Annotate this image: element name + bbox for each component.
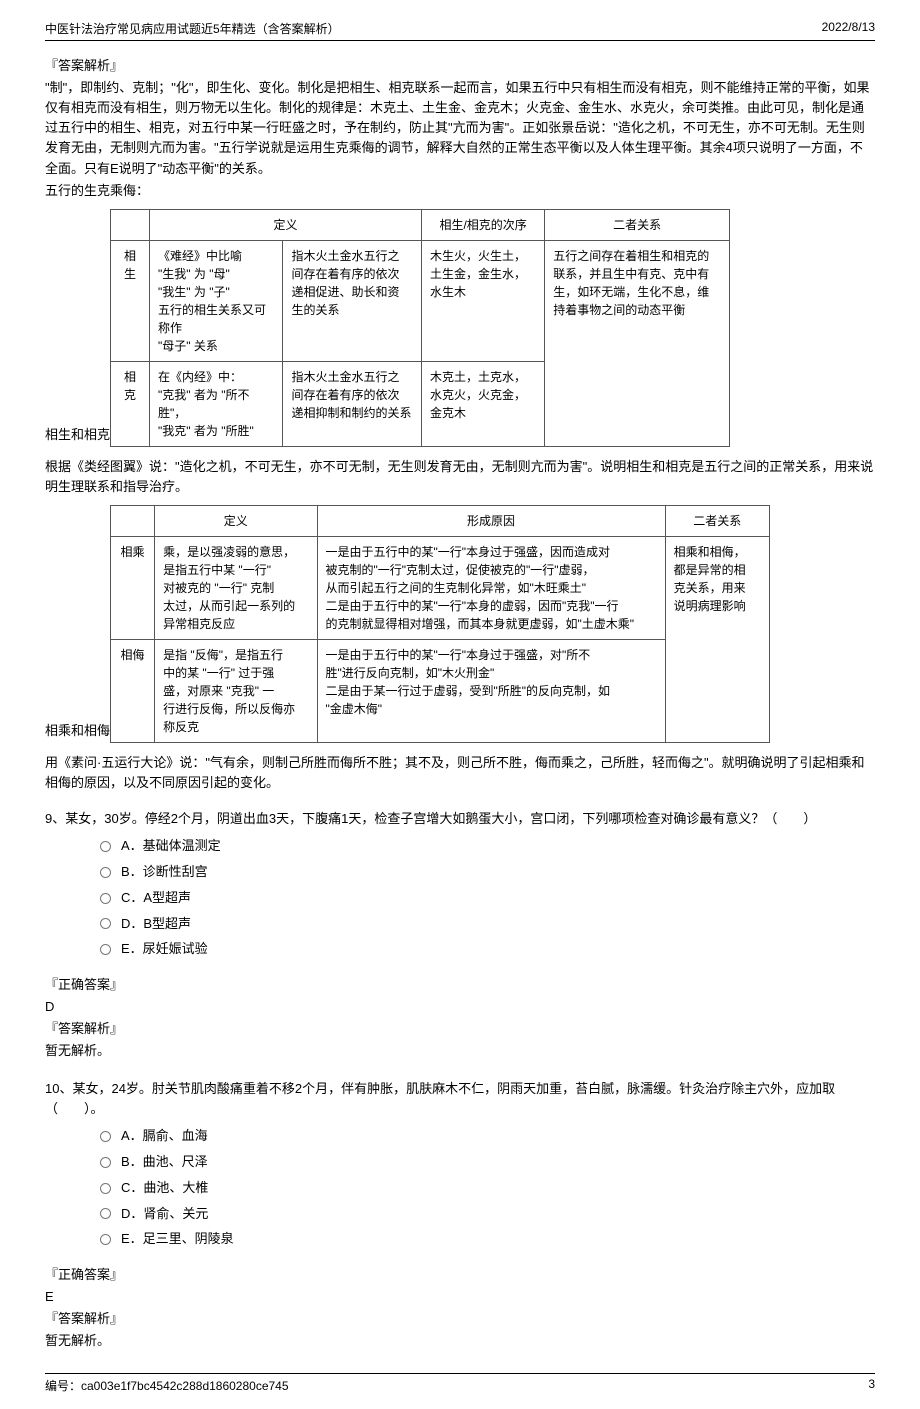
q10-opt-a[interactable]: A．膈俞、血海 xyxy=(100,1126,875,1147)
t2h1: 定义 xyxy=(155,506,317,537)
radio-icon xyxy=(100,1208,111,1219)
radio-icon xyxy=(100,1183,111,1194)
q9-opt-b[interactable]: B．诊断性刮宫 xyxy=(100,862,875,883)
q10-opt-d[interactable]: D．肾俞、关元 xyxy=(100,1204,875,1225)
radio-icon xyxy=(100,944,111,955)
q9-answer: D xyxy=(45,996,875,1018)
paragraph-4: 用《素问·五运行大论》说："气有余，则制己所胜而侮所不胜；其不及，则己所不胜，侮… xyxy=(45,753,875,793)
doc-title: 中医针法治疗常见病应用试题近5年精选（含答案解析） xyxy=(45,20,340,37)
t2r2c2: 一是由于五行中的某"一行"本身过于强盛，对"所不胜"进行反向克制，如"木火刑金"… xyxy=(317,640,665,743)
t2r2c1: 是指 "反侮"，是指五行中的某 "一行" 过于强盛，对原来 "克我" 一行进行反… xyxy=(155,640,317,743)
t2h3: 二者关系 xyxy=(665,506,769,537)
q10-stem: 10、某女，24岁。肘关节肌肉酸痛重着不移2个月，伴有肿胀，肌肤麻木不仁，阴雨天… xyxy=(45,1079,875,1121)
t1h3: 相生/相克的次序 xyxy=(422,209,545,240)
radio-icon xyxy=(100,1234,111,1245)
q10-answer: E xyxy=(45,1286,875,1308)
q10-opt-b[interactable]: B．曲池、尺泽 xyxy=(100,1152,875,1173)
question-10: 10、某女，24岁。肘关节肌肉酸痛重着不移2个月，伴有肿胀，肌肤麻木不仁，阴雨天… xyxy=(45,1079,875,1251)
q9-opt-d-label: D．B型超声 xyxy=(121,914,191,935)
table-shengke: 定义 相生/相克的次序 二者关系 相生 《难经》中比喻"生我" 为 "母""我生… xyxy=(110,209,730,447)
q9-opt-e[interactable]: E．尿妊娠试验 xyxy=(100,939,875,960)
q9-opt-e-label: E．尿妊娠试验 xyxy=(121,939,208,960)
q9-opt-d[interactable]: D．B型超声 xyxy=(100,914,875,935)
t1r1c2: 指木火土金水五行之间存在着有序的依次递相促进、助长和资生的关系 xyxy=(283,240,422,361)
table-chengwu: 定义 形成原因 二者关系 相乘 乘，是以强凌弱的意思，是指五行中某 "一行"对被… xyxy=(110,505,770,743)
radio-icon xyxy=(100,867,111,878)
q9-answer-block: 『正确答案』 D 『答案解析』 暂无解析。 xyxy=(45,974,875,1062)
t1h0 xyxy=(111,209,150,240)
q10-opt-e-label: E．足三里、阴陵泉 xyxy=(121,1229,234,1250)
q9-stem: 9、某女，30岁。停经2个月，阴道出血3天，下腹痛1天，检查子宫增大如鹅蛋大小，… xyxy=(45,809,875,830)
q9-opt-a[interactable]: A．基础体温测定 xyxy=(100,836,875,857)
t2r1c2: 一是由于五行中的某"一行"本身过于强盛，因而造成对被克制的"一行"克制太过，促使… xyxy=(317,537,665,640)
table2-caption: 相乘和相侮 xyxy=(45,720,110,743)
correct-label: 『正确答案』 xyxy=(45,1264,875,1286)
t1r1c1: 《难经》中比喻"生我" 为 "母""我生" 为 "子"五行的相生关系又可称作"母… xyxy=(150,240,283,361)
q9-opt-c-label: C．A型超声 xyxy=(121,888,191,909)
explain-label: 『答案解析』 xyxy=(45,1018,875,1040)
q10-opt-d-label: D．肾俞、关元 xyxy=(121,1204,208,1225)
q9-opt-a-label: A．基础体温测定 xyxy=(121,836,221,857)
t1r1c3: 木生火，火生土，土生金，金生水，水生木 xyxy=(422,240,545,361)
t2r1c3: 相乘和相侮，都是异常的相克关系，用来说明病理影响 xyxy=(665,537,769,743)
t1h4: 二者关系 xyxy=(545,209,730,240)
explain-label: 『答案解析』 xyxy=(45,55,875,74)
q9-opt-c[interactable]: C．A型超声 xyxy=(100,888,875,909)
q10-explain: 暂无解析。 xyxy=(45,1330,875,1352)
radio-icon xyxy=(100,1131,111,1142)
t1r1c4: 五行之间存在着相生和相克的联系，并且生中有克、克中有生，如环无端，生化不息，维持… xyxy=(545,240,730,446)
table1-caption: 相生和相克 xyxy=(45,424,110,447)
t1h1: 定义 xyxy=(150,209,422,240)
t2r2c0: 相侮 xyxy=(111,640,155,743)
q10-opt-c[interactable]: C．曲池、大椎 xyxy=(100,1178,875,1199)
explain-label: 『答案解析』 xyxy=(45,1308,875,1330)
page-header: 中医针法治疗常见病应用试题近5年精选（含答案解析） 2022/8/13 xyxy=(45,20,875,41)
q9-opt-b-label: B．诊断性刮宫 xyxy=(121,862,208,883)
q9-explain: 暂无解析。 xyxy=(45,1040,875,1062)
paragraph-3: 根据《类经图翼》说："造化之机，不可无生，亦不可无制，无生则发育无由，无制则亢而… xyxy=(45,457,875,497)
t1r1c0: 相生 xyxy=(111,240,150,361)
q10-opt-c-label: C．曲池、大椎 xyxy=(121,1178,208,1199)
doc-date: 2022/8/13 xyxy=(822,20,875,37)
page-footer: 编号：ca003e1f7bc4542c288d1860280ce745 3 xyxy=(45,1373,875,1394)
q10-opt-e[interactable]: E．足三里、阴陵泉 xyxy=(100,1229,875,1250)
t1r2c1: 在《内经》中："克我" 者为 "所不胜"，"我克" 者为 "所胜" xyxy=(150,361,283,446)
radio-icon xyxy=(100,918,111,929)
paragraph-2: 五行的生克乘侮： xyxy=(45,181,875,201)
page-number: 3 xyxy=(868,1377,875,1394)
t2h0 xyxy=(111,506,155,537)
radio-icon xyxy=(100,841,111,852)
question-9: 9、某女，30岁。停经2个月，阴道出血3天，下腹痛1天，检查子宫增大如鹅蛋大小，… xyxy=(45,809,875,960)
t1r2c3: 木克土，土克水，水克火，火克金，金克木 xyxy=(422,361,545,446)
serial-number: 编号：ca003e1f7bc4542c288d1860280ce745 xyxy=(45,1377,289,1394)
radio-icon xyxy=(100,893,111,904)
correct-label: 『正确答案』 xyxy=(45,974,875,996)
q10-opt-a-label: A．膈俞、血海 xyxy=(121,1126,208,1147)
t1r2c2: 指木火土金水五行之间存在着有序的依次递相抑制和制约的关系 xyxy=(283,361,422,446)
t1r2c0: 相克 xyxy=(111,361,150,446)
paragraph-1: "制"，即制约、克制；"化"，即生化、变化。制化是把相生、相克联系一起而言，如果… xyxy=(45,78,875,179)
q10-answer-block: 『正确答案』 E 『答案解析』 暂无解析。 xyxy=(45,1264,875,1352)
q10-opt-b-label: B．曲池、尺泽 xyxy=(121,1152,208,1173)
radio-icon xyxy=(100,1157,111,1168)
t2r1c1: 乘，是以强凌弱的意思，是指五行中某 "一行"对被克的 "一行" 克制太过，从而引… xyxy=(155,537,317,640)
t2h2: 形成原因 xyxy=(317,506,665,537)
t2r1c0: 相乘 xyxy=(111,537,155,640)
